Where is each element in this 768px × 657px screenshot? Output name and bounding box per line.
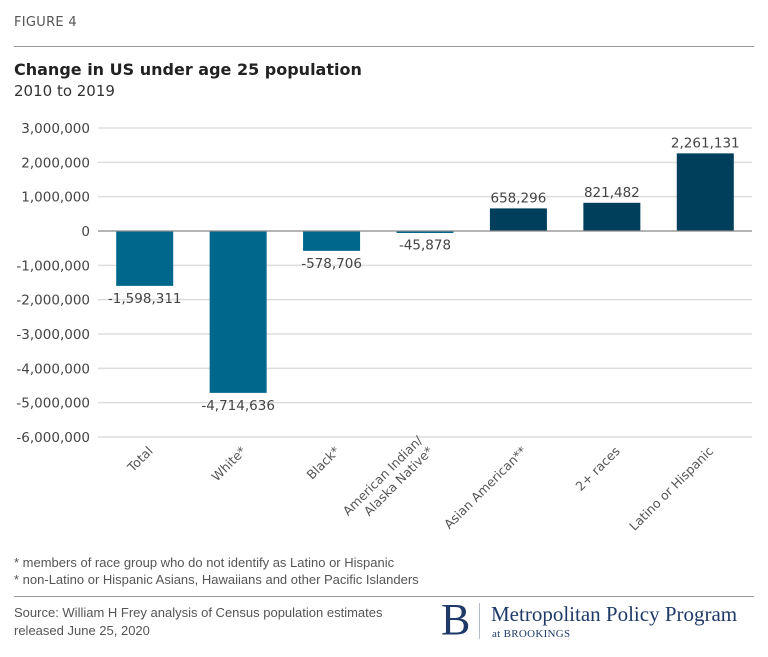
chart-subtitle: 2010 to 2019 [14,82,115,100]
bars [116,153,734,393]
x-tick-label: American Indian/Alaska Native* [340,432,436,519]
x-tick-label: 2+ races [572,443,622,493]
x-tick-label-line: Black* [304,443,343,482]
source-line: Source: William H Frey analysis of Censu… [14,605,383,620]
logo-separator [479,603,480,639]
x-tick-label: Asian American** [441,443,529,531]
y-axis-tick-labels: 3,000,000 2,000,000 1,000,000 0 -1,000,000 -2… [16,121,90,446]
bar [676,153,734,231]
x-tick-label-line: 2+ races [572,443,622,493]
footnote: * non-Latino or Hispanic Asians, Hawaiia… [14,572,419,587]
figure-label: FIGURE 4 [14,15,77,30]
y-tick-label: 1,000,000 [21,190,90,206]
bar [396,231,454,233]
x-tick-label: Black* [304,443,343,482]
y-tick-label: -2,000,000 [16,293,90,309]
footnotes: * members of race group who do not ident… [14,554,419,588]
bar [303,231,361,251]
data-labels: -1,598,311 -4,714,636 -578,706 -45,878 658,2… [108,135,740,414]
data-label: 2,261,131 [671,135,740,151]
x-tick-label-line: Asian American** [441,443,529,531]
x-axis-category-labels: Total White* Black*American Indian/Alaska … [124,432,717,533]
source-line: released June 25, 2020 [14,623,150,638]
x-tick-label: Total [124,443,156,475]
program-name: Metropolitan Policy Program [491,602,738,626]
x-tick-label: Latino or Hispanic [626,443,716,533]
x-tick-label-line: Total [124,443,156,475]
program-affiliation: at BROOKINGS [492,628,571,640]
bar-chart: 3,000,000 2,000,000 1,000,000 0 -1,000,000 -2… [16,121,752,534]
footer-divider [14,596,754,597]
bar [209,231,267,393]
y-tick-label: 0 [81,224,90,240]
source-note: Source: William H Frey analysis of Censu… [14,604,434,640]
x-tick-label-line: White* [208,443,249,484]
gridlines [98,127,752,438]
x-tick-label-line: Latino or Hispanic [626,443,716,533]
x-tick-label: White* [208,443,249,484]
data-label: 658,296 [491,190,547,206]
bar [116,231,174,286]
header-divider [14,46,754,47]
y-tick-label: -3,000,000 [16,327,90,343]
y-tick-label: -4,000,000 [16,361,90,377]
bar [583,202,641,231]
brookings-b-logo-icon: B [441,595,471,644]
y-tick-label: -5,000,000 [16,396,90,412]
data-label: 821,482 [584,185,640,201]
data-label: -578,706 [301,256,362,272]
y-tick-label: 3,000,000 [21,121,90,137]
y-tick-label: -6,000,000 [16,430,90,446]
y-tick-label: 2,000,000 [21,155,90,171]
data-label: -1,598,311 [108,291,182,307]
chart-title: Change in US under age 25 population [14,60,362,79]
data-label: -4,714,636 [201,398,275,414]
footnote: * members of race group who do not ident… [14,555,395,570]
data-label: -45,878 [399,238,451,254]
y-tick-label: -1,000,000 [16,258,90,274]
bar [489,208,547,231]
